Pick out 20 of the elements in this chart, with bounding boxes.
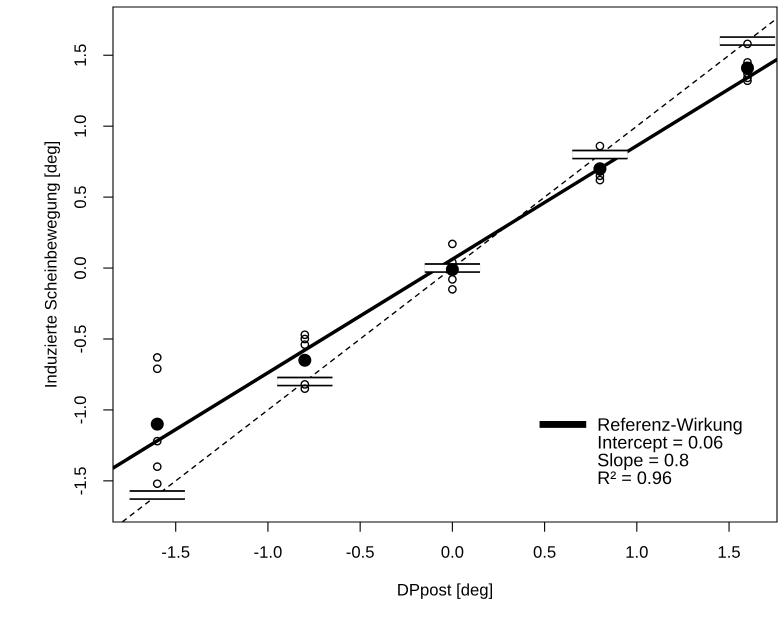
y-tick-label: 0.5 — [74, 186, 86, 208]
annotation: Intercept = 0.06 — [598, 436, 722, 452]
y-tick-label: 0.0 — [74, 257, 86, 279]
annotation: R² = 0.96 — [598, 471, 672, 484]
y-axis-title: Induzierte Scheinbewegung [deg] — [44, 142, 60, 387]
y-tick-label: -1.0 — [74, 396, 86, 424]
x-tick-label: -1.0 — [254, 546, 282, 558]
annotation: Slope = 0.8 — [598, 453, 688, 470]
y-tick-label: 1.5 — [74, 44, 86, 66]
y-tick-label: -1.5 — [74, 467, 86, 494]
y-tick-label: -0.5 — [74, 325, 86, 353]
x-tick-label: 0.5 — [534, 546, 556, 558]
legend-label: Referenz-Wirkung — [598, 418, 742, 434]
x-tick-label: -0.5 — [346, 546, 374, 558]
x-axis-title: DPpost [deg] — [398, 583, 492, 599]
x-tick-label: -1.5 — [162, 546, 190, 558]
x-tick-label: 0.0 — [441, 546, 464, 558]
y-tick-label: 1.0 — [74, 115, 86, 136]
x-tick-label: 1.5 — [718, 546, 740, 558]
x-tick-label: 1.0 — [626, 546, 648, 558]
